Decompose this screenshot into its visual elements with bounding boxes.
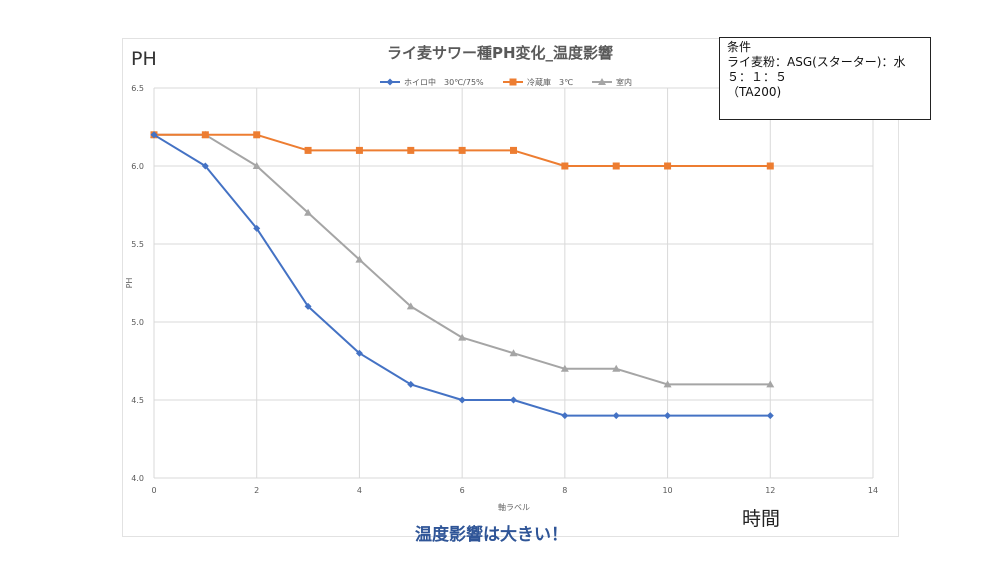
conditions-line-3: （TA200) <box>727 85 782 99</box>
x-tick-label: 6 <box>460 486 465 495</box>
legend-label: 冷蔵庫 3℃ <box>527 77 573 87</box>
data-point <box>560 364 569 372</box>
data-point <box>406 302 415 310</box>
data-point <box>355 146 363 154</box>
x-tick-label: 14 <box>868 486 878 495</box>
data-point <box>407 380 415 388</box>
y-tick-label: 6.0 <box>131 162 144 171</box>
bottom-note: 温度影響は大きい！ <box>415 525 568 545</box>
x-tick-label: 2 <box>254 486 259 495</box>
data-point <box>304 146 312 154</box>
data-point <box>612 162 620 170</box>
data-point <box>458 396 466 404</box>
series-line <box>153 133 771 417</box>
legend-marker <box>386 78 394 86</box>
x-axis-label: 軸ラベル <box>498 502 530 512</box>
data-point <box>253 224 261 232</box>
series-line <box>154 133 771 386</box>
chart-area <box>122 38 899 537</box>
y-axis-label: PH <box>125 278 134 289</box>
data-point <box>766 412 774 420</box>
data-point <box>458 146 466 154</box>
y-corner-label: PH <box>131 48 157 70</box>
conditions-line-1: ライ麦粉：ASG(スターター)：水 <box>727 55 906 69</box>
y-tick-label: 5.5 <box>131 240 144 249</box>
x-tick-label: 0 <box>151 486 156 495</box>
data-point <box>355 349 363 357</box>
conditions-box: 条件 ライ麦粉：ASG(スターター)：水 ５：１：５ （TA200) <box>719 37 931 120</box>
y-tick-label: 6.5 <box>131 84 144 93</box>
data-point <box>612 364 621 372</box>
data-point <box>663 380 672 388</box>
conditions-line-2: ５：１：５ <box>727 70 788 84</box>
data-point <box>201 162 209 170</box>
data-point <box>612 412 620 420</box>
data-point <box>201 131 209 139</box>
data-point <box>510 146 517 154</box>
data-point <box>561 162 569 170</box>
chart-title: ライ麦サワー種PH変化_温度影響 <box>387 44 613 62</box>
data-point <box>561 412 569 420</box>
legend-marker <box>598 78 606 85</box>
series-line <box>154 133 771 167</box>
data-point <box>304 302 312 310</box>
data-point <box>509 349 518 357</box>
data-point <box>355 255 364 263</box>
x-tick-label: 12 <box>765 486 775 495</box>
data-point <box>407 146 415 154</box>
data-point <box>252 162 261 169</box>
data-point <box>150 131 158 139</box>
data-point <box>510 396 517 404</box>
x-corner-label: 時間 <box>742 508 781 530</box>
legend-marker <box>509 78 517 86</box>
x-tick-label: 10 <box>662 486 672 495</box>
data-point <box>766 162 774 170</box>
data-point <box>458 333 467 341</box>
legend-label: ホイロ中 30℃/75% <box>404 77 484 87</box>
data-point <box>253 131 261 139</box>
data-point <box>304 208 313 216</box>
x-tick-label: 8 <box>562 486 567 495</box>
data-point <box>664 412 672 420</box>
conditions-title: 条件 <box>727 40 752 54</box>
y-tick-label: 4.5 <box>131 396 144 405</box>
x-tick-label: 4 <box>357 486 362 495</box>
y-tick-label: 5.0 <box>131 318 144 327</box>
data-point <box>766 380 775 388</box>
data-point <box>664 162 672 170</box>
legend-label: 室内 <box>616 77 632 87</box>
y-tick-label: 4.0 <box>131 474 144 483</box>
